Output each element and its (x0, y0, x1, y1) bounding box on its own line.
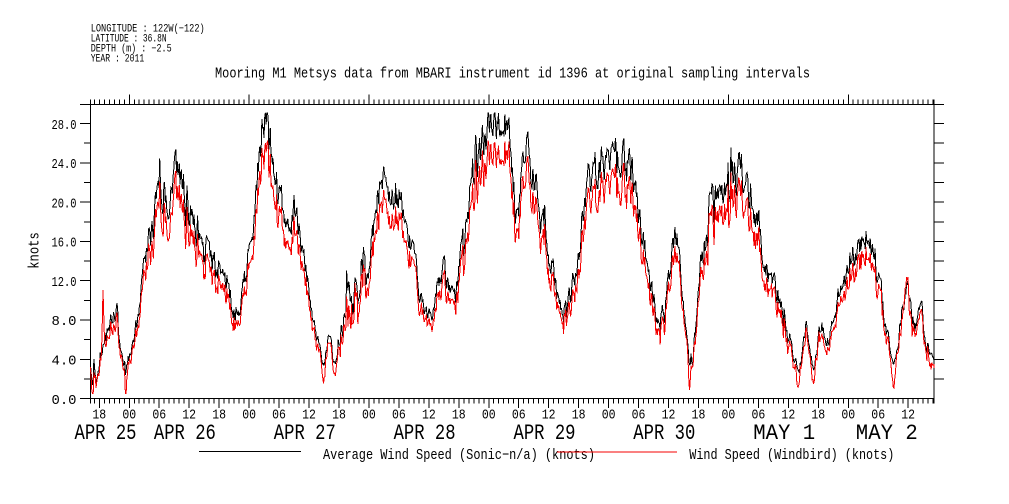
svg-text:APR 30: APR 30 (633, 421, 695, 446)
svg-text:18: 18 (452, 408, 466, 424)
svg-text:00: 00 (122, 408, 136, 424)
svg-text:12: 12 (422, 408, 436, 424)
svg-text:06: 06 (751, 408, 765, 424)
svg-text:Average Wind Speed (Sonic−n/a): Average Wind Speed (Sonic−n/a) (knots) (323, 447, 595, 464)
svg-text:00: 00 (722, 408, 736, 424)
svg-text:APR 28: APR 28 (394, 421, 456, 446)
svg-text:12: 12 (662, 408, 676, 424)
svg-text:06: 06 (152, 408, 166, 424)
svg-text:18: 18 (212, 408, 226, 424)
svg-text:18: 18 (811, 408, 825, 424)
svg-text:12: 12 (542, 408, 556, 424)
svg-text:24.0: 24.0 (52, 157, 77, 173)
svg-text:0.0: 0.0 (52, 393, 77, 409)
svg-text:18: 18 (92, 408, 106, 424)
svg-text:06: 06 (512, 408, 526, 424)
svg-text:APR 29: APR 29 (514, 421, 576, 446)
svg-text:00: 00 (362, 408, 376, 424)
svg-text:06: 06 (272, 408, 286, 424)
svg-text:00: 00 (602, 408, 616, 424)
svg-text:06: 06 (871, 408, 885, 424)
svg-text:00: 00 (242, 408, 256, 424)
svg-text:18: 18 (692, 408, 706, 424)
svg-text:8.0: 8.0 (52, 314, 77, 330)
svg-text:APR 25: APR 25 (75, 421, 137, 446)
svg-text:DEPTH (m) : −2.5: DEPTH (m) : −2.5 (91, 43, 172, 55)
svg-text:knots: knots (27, 232, 44, 269)
svg-text:12: 12 (901, 408, 915, 424)
svg-text:12.0: 12.0 (52, 275, 77, 291)
svg-text:28.0: 28.0 (52, 118, 77, 134)
svg-text:12: 12 (781, 408, 795, 424)
svg-text:16.0: 16.0 (52, 236, 77, 252)
svg-text:12: 12 (302, 408, 316, 424)
svg-text:YEAR : 2011: YEAR : 2011 (91, 53, 145, 65)
svg-text:Mooring M1 Metsys data from MB: Mooring M1 Metsys data from MBARI instru… (215, 66, 810, 83)
svg-text:LATITUDE : 36.8N: LATITUDE : 36.8N (91, 33, 167, 45)
svg-text:12: 12 (182, 408, 196, 424)
svg-text:00: 00 (482, 408, 496, 424)
svg-text:APR 27: APR 27 (274, 421, 336, 446)
svg-text:20.0: 20.0 (52, 196, 77, 212)
svg-text:APR 26: APR 26 (154, 421, 216, 446)
svg-text:18: 18 (332, 408, 346, 424)
svg-text:00: 00 (841, 408, 855, 424)
svg-text:MAY 1: MAY 1 (753, 421, 815, 446)
svg-text:4.0: 4.0 (52, 354, 77, 370)
svg-text:MAY 2: MAY 2 (856, 421, 918, 446)
svg-text:Wind Speed (Windbird) (knots): Wind Speed (Windbird) (knots) (689, 447, 894, 464)
svg-text:06: 06 (632, 408, 646, 424)
svg-text:LONGITUDE : 122W(−122): LONGITUDE : 122W(−122) (91, 23, 205, 35)
svg-text:06: 06 (392, 408, 406, 424)
svg-text:18: 18 (572, 408, 586, 424)
